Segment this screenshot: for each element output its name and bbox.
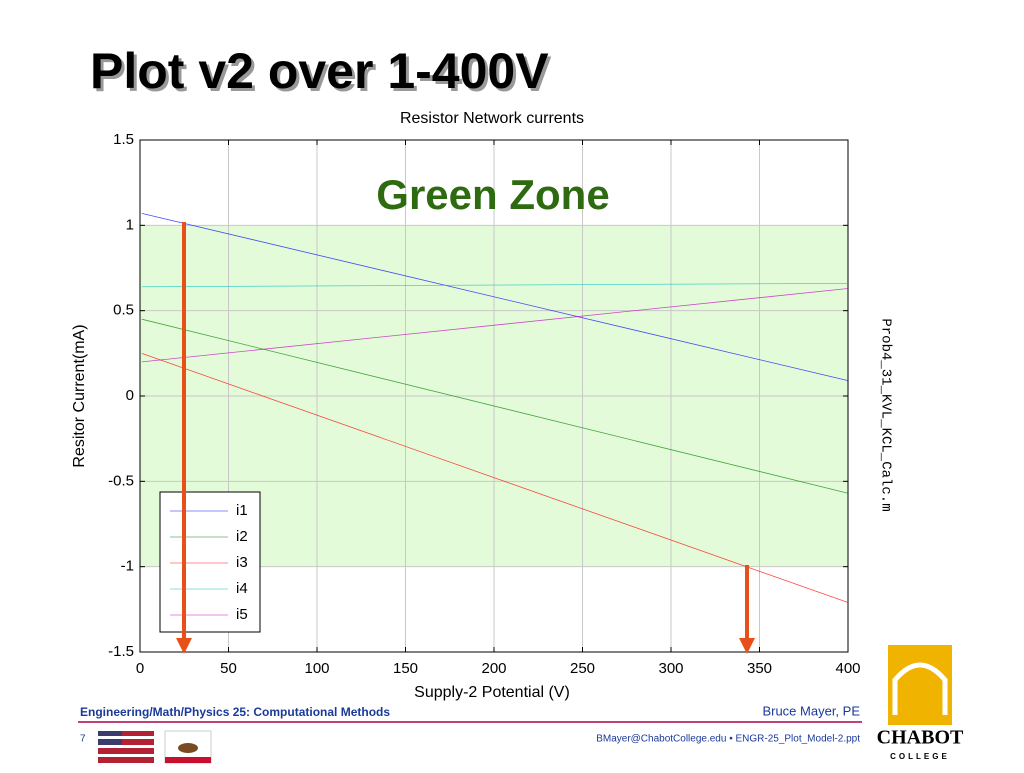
legend-label: i2 (236, 528, 248, 545)
series-line (141, 282, 849, 288)
x-axis-label: Supply-2 Potential (V) (414, 684, 570, 701)
footer-contact: BMayer@ChabotCollege.edu • ENGR-25_Plot_… (596, 734, 860, 745)
y-tick-label: 1.5 (113, 131, 134, 148)
series-line (141, 318, 849, 494)
page-number: 7 (80, 734, 86, 745)
legend-box (159, 491, 261, 633)
plot-frame (139, 139, 849, 653)
x-tick-label: 350 (747, 660, 772, 677)
x-tick-label: 200 (481, 660, 506, 677)
series-line (141, 288, 849, 363)
chart-title: Resistor Network currents (400, 110, 584, 127)
x-tick-label: 300 (658, 660, 683, 677)
slide-title: Plot v2 over 1-400V (90, 43, 549, 99)
y-tick-label: 1 (126, 216, 134, 233)
slide-title-shadow: Plot v2 over 1-400V (93, 46, 552, 102)
x-tick-label: 150 (393, 660, 418, 677)
footer-right: Bruce Mayer, PE (762, 703, 860, 718)
x-tick-label: 50 (220, 660, 237, 677)
x-tick-label: 250 (570, 660, 595, 677)
x-tick-label: 100 (304, 660, 329, 677)
ca-flag-bear (178, 743, 198, 753)
us-flag-stripe (98, 745, 154, 748)
x-tick-label: 0 (136, 660, 144, 677)
footer-left: Engineering/Math/Physics 25: Computation… (80, 705, 390, 719)
arrow-head (176, 638, 192, 654)
side-note: Prob4_31_KVL_KCL_Calc.m (877, 318, 893, 511)
series-line (141, 352, 849, 603)
legend-label: i5 (236, 606, 248, 623)
y-tick-label: 0.5 (113, 302, 134, 319)
logo-emblem (888, 645, 952, 725)
us-flag-stripe (98, 754, 154, 757)
logo-arch (892, 662, 948, 715)
logo-bottom: COLLEGE (890, 752, 950, 761)
y-tick-label: -0.5 (108, 472, 134, 489)
annotation: Green Zone (376, 171, 609, 218)
legend-label: i3 (236, 554, 248, 571)
ca-flag-stripe (165, 757, 211, 763)
y-axis-label: Resitor Current(mA) (71, 324, 88, 467)
logo-top: CHABOT (877, 727, 964, 749)
us-flag-stripe (98, 736, 154, 739)
plot: 0 50 100 150 200 250 300 350 400 -1.5 -1 -0.5 0 0.5 1 1… (108, 131, 860, 677)
y-tick-label: 0 (126, 387, 134, 404)
y-tick-label: -1.5 (108, 643, 134, 660)
legend-label: i1 (236, 502, 248, 519)
arrow-head (739, 638, 755, 654)
x-tick-label: 400 (835, 660, 860, 677)
legend-label: i4 (236, 580, 248, 597)
series-line (141, 212, 849, 382)
y-tick-label: -1 (121, 558, 134, 575)
